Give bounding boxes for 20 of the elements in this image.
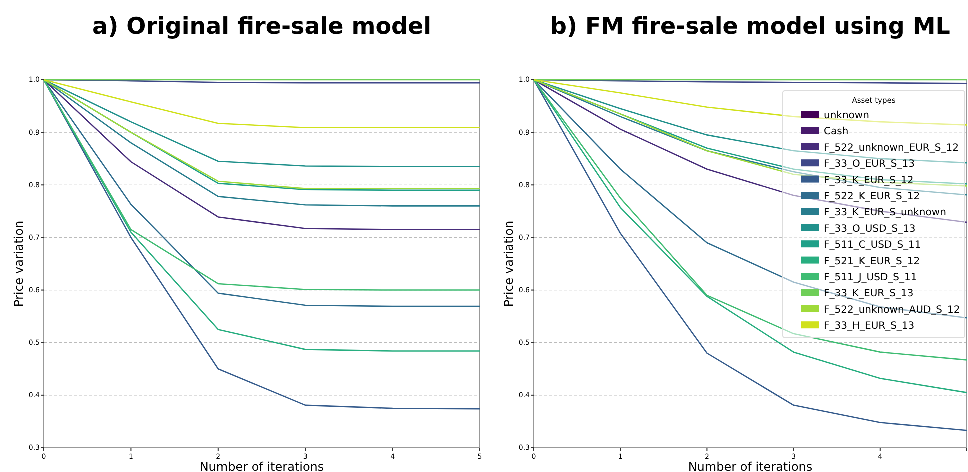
legend-label: unknown xyxy=(824,110,870,122)
legend-label: F_33_O_USD_S_13 xyxy=(824,224,916,235)
legend-label: F_33_K_EUR_S_13 xyxy=(824,288,914,300)
y-axis-title: Price variation xyxy=(12,220,26,308)
legend-label: F_33_H_EUR_S_13 xyxy=(824,321,915,332)
legend-label: F_521_K_EUR_S_12 xyxy=(824,256,920,268)
legend-label: F_522_unknown_EUR_S_12 xyxy=(824,142,959,154)
legend-label: F_33_K_EUR_S_12 xyxy=(824,175,914,186)
legend-label: F_522_unknown_AUD_S_12 xyxy=(824,304,960,316)
y-axis-title: Price variation xyxy=(502,220,516,308)
legend-label: F_511_J_USD_S_11 xyxy=(824,272,918,284)
x-axis-title: Number of iterations xyxy=(200,460,324,472)
legend-label: F_511_C_USD_S_11 xyxy=(824,240,922,252)
chart-title: a) Original fire-sale model xyxy=(92,14,432,40)
legend-label: Cash xyxy=(824,126,849,138)
chart-title: b) FM fire-sale model using ML xyxy=(550,14,951,40)
x-axis-title: Number of iterations xyxy=(688,460,813,472)
legend-label: F_522_K_EUR_S_12 xyxy=(824,192,920,202)
legend-label: F_33_O_EUR_S_13 xyxy=(824,159,916,170)
legend-label: F_33_K_EUR_S_unknown xyxy=(824,208,946,219)
